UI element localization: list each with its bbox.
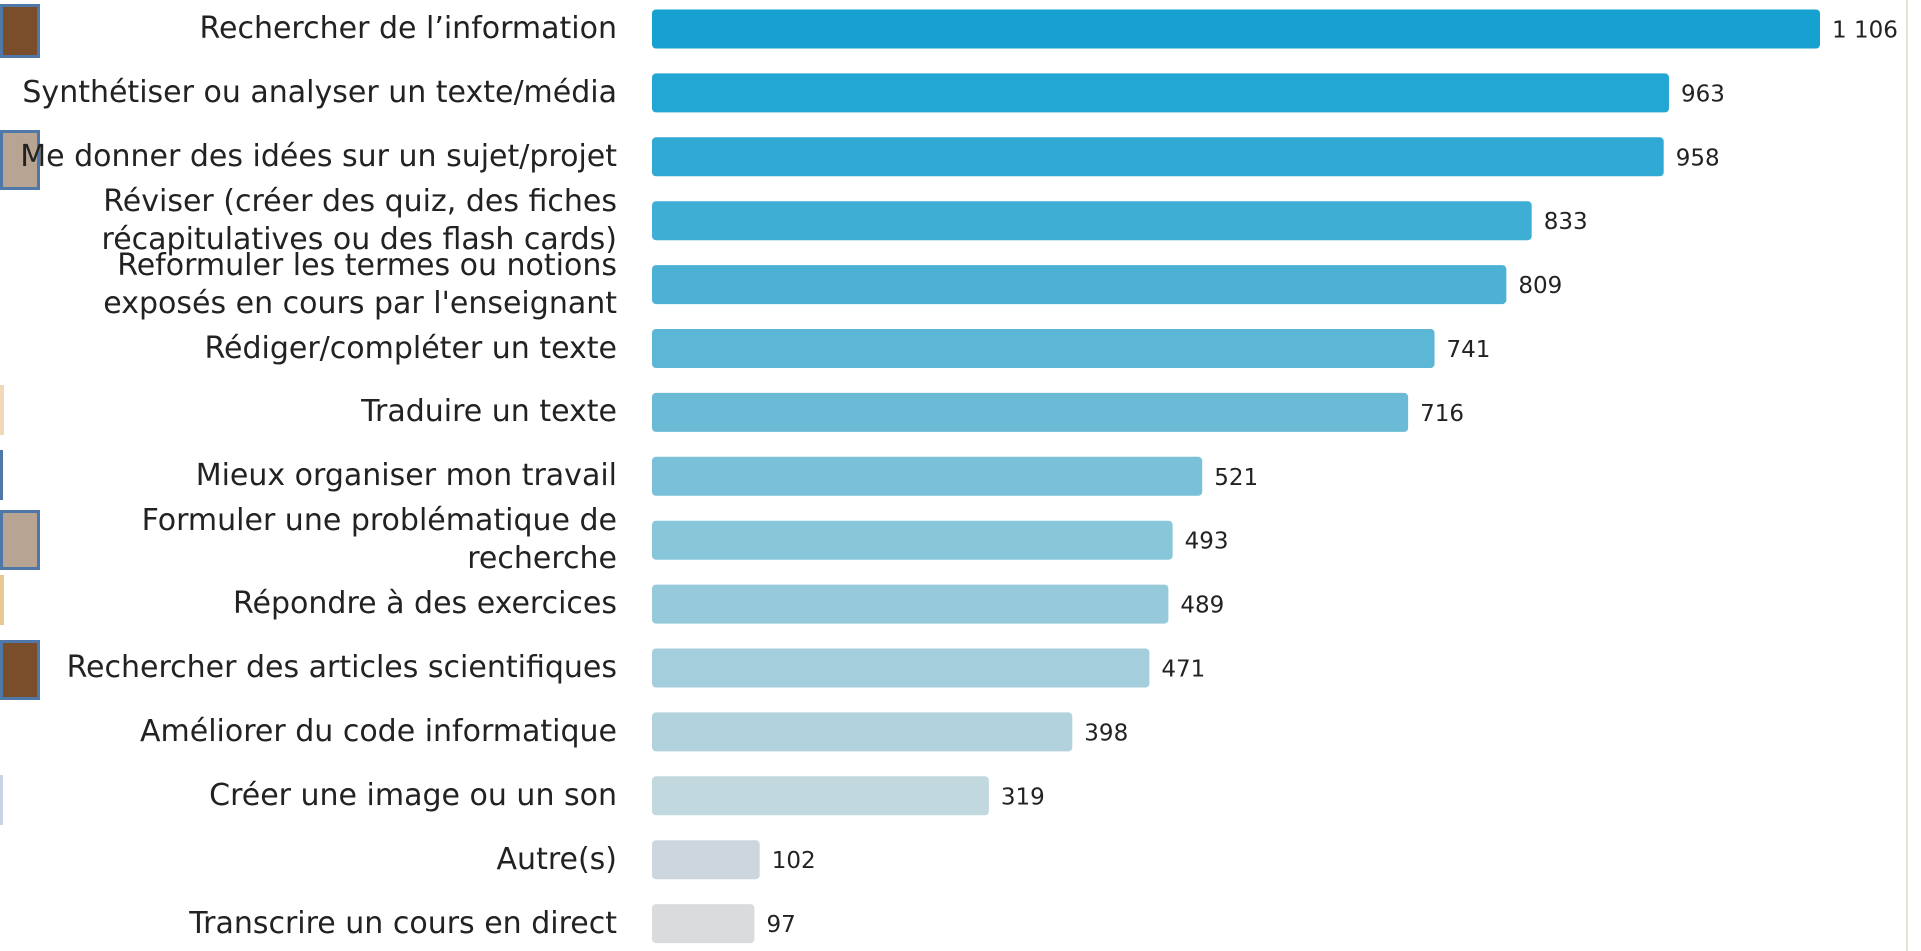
value-label: 1 106	[1832, 18, 1898, 44]
value-label: 833	[1544, 209, 1588, 235]
value-label: 489	[1180, 593, 1224, 619]
decoration	[0, 640, 40, 700]
bar	[652, 9, 1820, 49]
bar	[652, 73, 1669, 113]
category-label: Rechercher de l’information	[199, 11, 617, 46]
value-label: 97	[766, 912, 795, 938]
category-label: Créer une image ou un son	[209, 777, 617, 813]
bar	[652, 776, 989, 816]
bar	[652, 648, 1150, 688]
category-label: Répondre à des exercices	[233, 586, 617, 622]
value-label: 398	[1084, 720, 1128, 746]
value-label: 493	[1185, 529, 1229, 555]
category-label: Autre(s)	[496, 841, 617, 877]
bar	[652, 520, 1173, 560]
bar	[652, 329, 1435, 368]
value-label: 716	[1420, 401, 1464, 427]
category-label: Traduire un texte	[361, 394, 617, 430]
category-label: Synthétiser ou analyser un texte/média	[22, 74, 617, 110]
bar	[652, 904, 755, 944]
value-label: 958	[1676, 145, 1720, 171]
value-label: 319	[1001, 784, 1045, 810]
category-label: Rédiger/compléter un texte	[204, 330, 618, 366]
decoration	[0, 4, 40, 58]
bar	[652, 201, 1532, 241]
category-label: Me donner des idées sur un sujet/projet	[20, 138, 617, 174]
decoration	[0, 385, 4, 435]
value-label: 963	[1681, 81, 1725, 107]
value-label: 809	[1518, 273, 1562, 299]
category-label: Reformuler les termes ou notions exposés…	[103, 247, 617, 321]
bar	[652, 840, 760, 880]
decoration	[0, 130, 40, 190]
value-label: 102	[772, 848, 816, 874]
bar	[652, 456, 1203, 496]
bar	[652, 712, 1073, 752]
frame-edge	[1906, 0, 1908, 951]
category-label: Mieux organiser mon travail	[195, 458, 617, 494]
category-label: Transcrire un cours en direct	[189, 905, 617, 941]
category-label: Rechercher des articles scientifiques	[66, 650, 617, 685]
decoration	[0, 575, 4, 625]
value-label: 471	[1161, 657, 1205, 683]
bar	[652, 584, 1169, 624]
value-label: 741	[1447, 337, 1491, 363]
category-label: Formuler une problématique de recherche	[141, 503, 617, 577]
bar	[652, 137, 1664, 177]
decoration	[0, 510, 40, 570]
value-label: 521	[1214, 465, 1258, 491]
bar	[652, 265, 1507, 305]
category-label: Améliorer du code informatique	[140, 713, 617, 749]
bar	[652, 392, 1409, 432]
decoration	[0, 775, 3, 825]
decoration	[0, 450, 3, 500]
category-label: Réviser (créer des quiz, des fiches réca…	[101, 183, 617, 257]
